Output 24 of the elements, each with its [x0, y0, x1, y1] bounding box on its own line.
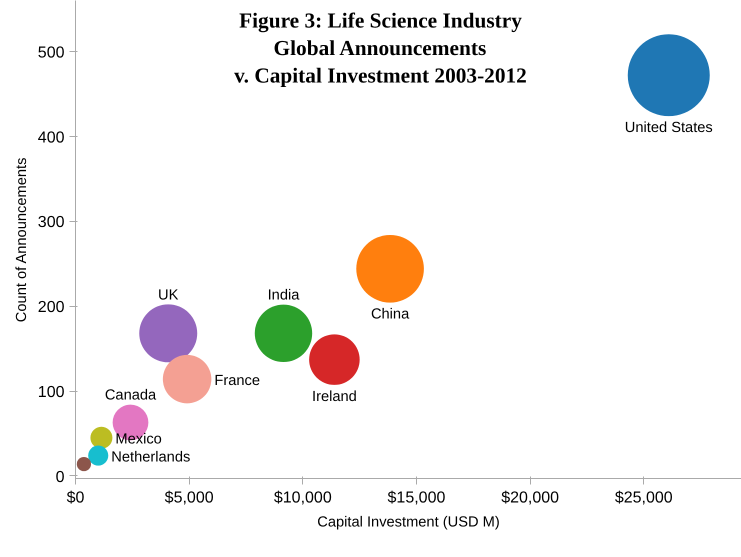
series-label: Ireland [312, 388, 357, 405]
text: Figure 3: Life Science Industry Global Announcements v. Capital Investment 2003-2012 [234, 8, 527, 88]
x-tick-label: $0 [66, 490, 84, 506]
x-tick-label: $5,000 [164, 490, 214, 506]
series-label: India [268, 288, 300, 304]
y-tick-label: 0 [56, 468, 65, 486]
y-tick-label: 400 [38, 129, 65, 146]
x-tick-label: $10,000 [274, 490, 332, 506]
series-label: Mexico [115, 432, 162, 448]
series-label: UK [158, 287, 179, 304]
x-tick-label: $20,000 [501, 490, 560, 506]
y-axis-title: Count of Announcements [14, 158, 30, 322]
y-tick-label: 300 [38, 214, 65, 232]
y-tick-label: 100 [38, 384, 65, 402]
series-label: Netherlands [111, 450, 190, 466]
series-label: China [370, 306, 410, 323]
series-label: United States [624, 120, 713, 136]
series-label: Canada [104, 388, 158, 404]
y-tick-label: 500 [38, 44, 65, 62]
x-tick-label: $25,000 [614, 490, 673, 506]
series-label: France [214, 373, 260, 390]
y-tick-label: 200 [38, 299, 65, 316]
x-tick-label: $15,000 [388, 490, 446, 506]
x-axis-title: Capital Investment (USD M) [317, 514, 500, 530]
